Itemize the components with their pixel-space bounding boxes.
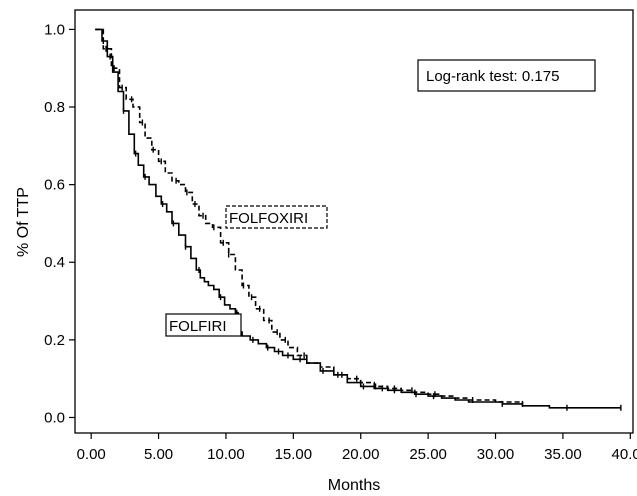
y-tick-label: 0.4 (44, 254, 65, 271)
x-tick-label: 35.00 (544, 446, 582, 463)
logrank-annotation: Log-rank test: 0.175 (426, 68, 559, 85)
folfiri-label-box (165, 313, 242, 337)
folfiri-label: FOLFIRI (169, 318, 227, 335)
folfoxiri-label-box (225, 205, 328, 229)
plot-frame (74, 9, 634, 434)
x-tick-label: 5.00 (144, 446, 173, 463)
x-tick-label: 10.00 (207, 446, 245, 463)
survival-curves (95, 28, 621, 409)
x-axis-ticks: 0.00 5.00 10.00 15.00 20.00 25.00 30.00 35.00 40… (77, 433, 637, 463)
folfoxiri-label: FOLFOXIRI (229, 210, 308, 227)
y-tick-label: 0.2 (44, 332, 65, 349)
series-line-folfiri (95, 28, 621, 409)
x-axis-title: Months (328, 477, 380, 494)
x-tick-label: 15.00 (275, 446, 313, 463)
y-tick-label: 0.0 (44, 409, 65, 426)
censor-marks (102, 38, 622, 411)
logrank-box (417, 59, 596, 92)
y-tick-label: 1.0 (44, 21, 65, 38)
x-tick-label: 0.00 (77, 446, 106, 463)
x-tick-label: 30.00 (477, 446, 515, 463)
y-axis-title: % Of TTP (15, 187, 32, 257)
series-line-folfoxiri (95, 28, 524, 404)
x-tick-label: 25.00 (409, 446, 447, 463)
x-tick-label: 40.00 (612, 446, 637, 463)
x-tick-label: 20.00 (342, 446, 380, 463)
y-tick-label: 0.6 (44, 177, 65, 194)
y-axis-ticks: 0.0 0.2 0.4 0.6 0.8 1.0 (44, 21, 75, 426)
y-tick-label: 0.8 (44, 99, 65, 116)
